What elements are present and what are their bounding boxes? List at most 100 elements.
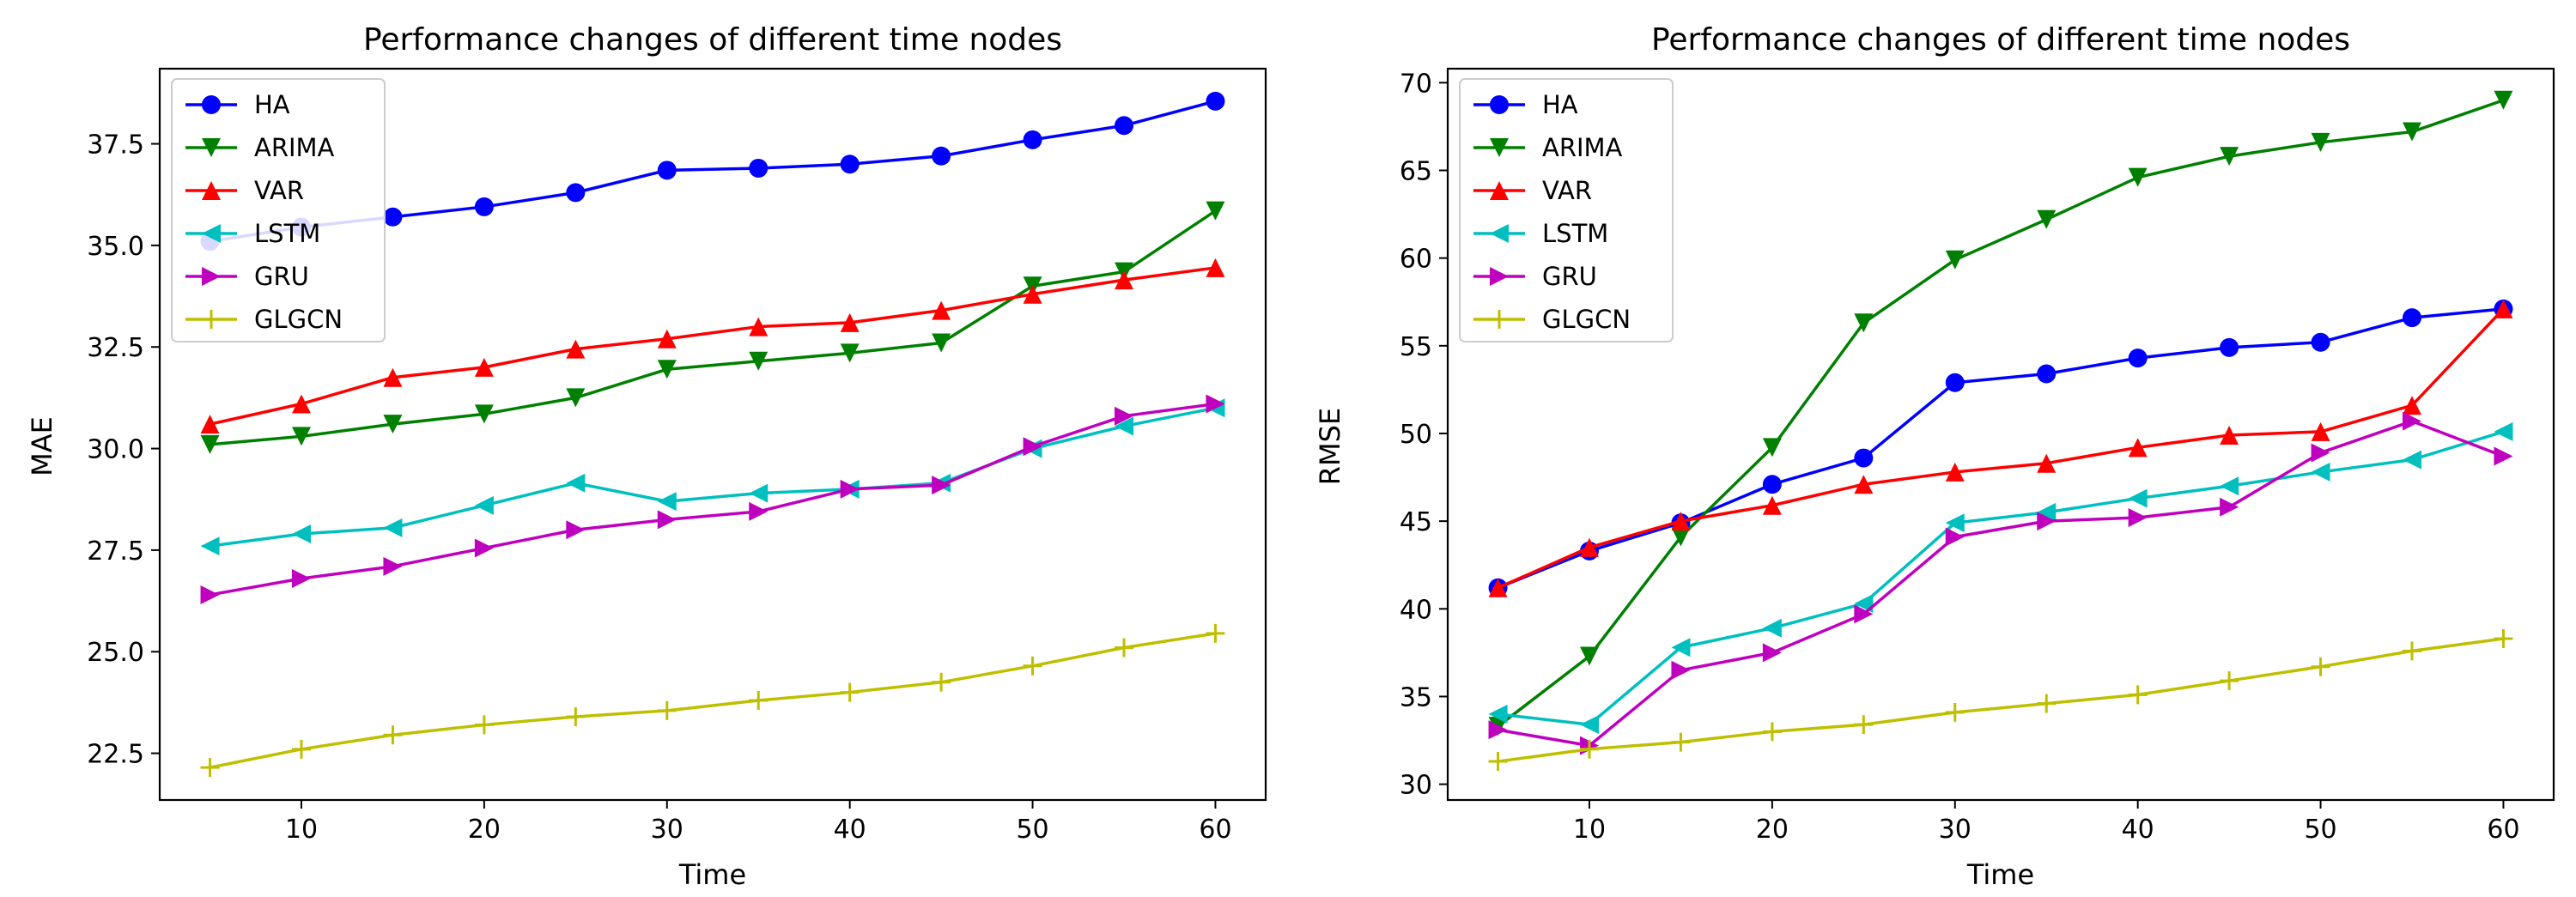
y-tick-label: 45 [1400, 507, 1432, 537]
legend-item-gru: GRU [185, 262, 309, 291]
data-point [749, 351, 769, 371]
x-tick-label: 30 [1939, 815, 1971, 845]
data-point [2403, 450, 2422, 470]
data-point [1854, 313, 1874, 333]
data-point [1945, 462, 1965, 482]
x-tick-label: 10 [285, 815, 318, 845]
data-point [1488, 720, 1508, 740]
legend-marker [1490, 310, 1509, 329]
data-point [840, 312, 860, 332]
x-axis-label: Time [678, 858, 746, 891]
data-point [1945, 373, 1965, 392]
data-point [657, 360, 677, 379]
data-point [1023, 656, 1042, 676]
data-point [1762, 438, 1782, 458]
series-layer [1488, 90, 2513, 772]
data-point [2403, 396, 2422, 415]
data-point [749, 483, 769, 503]
series-line [1498, 430, 2504, 726]
data-point [1488, 752, 1508, 772]
data-point [2494, 629, 2513, 649]
legend-marker [202, 138, 221, 157]
data-point [749, 501, 769, 521]
y-tick-label: 65 [1400, 157, 1432, 187]
legend-item-ha: HA [185, 90, 290, 119]
data-point [749, 691, 769, 711]
data-point [383, 556, 403, 576]
series-var [1488, 299, 2513, 597]
data-point [291, 524, 311, 543]
legend-marker [1490, 138, 1509, 157]
data-point [2128, 488, 2148, 508]
data-point [2311, 462, 2330, 482]
data-point [1671, 660, 1691, 680]
data-point [1854, 715, 1874, 735]
y-tick-label: 27.5 [87, 536, 144, 567]
data-point [2494, 421, 2513, 441]
series-line [210, 209, 1217, 446]
series-line [210, 632, 1216, 769]
data-point [200, 415, 220, 434]
data-point [291, 739, 311, 759]
y-axis-label: RMSE [1314, 408, 1346, 485]
data-point [1854, 475, 1874, 494]
data-point [383, 415, 403, 434]
data-point [2403, 411, 2422, 431]
series-arima [200, 201, 1225, 454]
data-point [2128, 438, 2148, 458]
data-point [1762, 722, 1782, 742]
data-point [2311, 132, 2330, 152]
legend-marker [202, 181, 221, 200]
legend-label: VAR [1542, 176, 1592, 205]
data-point [474, 715, 494, 735]
legend-label: GRU [1542, 262, 1597, 291]
legend-marker [1490, 224, 1509, 243]
data-point [657, 161, 677, 180]
data-point [2037, 364, 2057, 384]
legend-marker [1490, 95, 1509, 114]
legend-item-ha: HA [1473, 90, 1578, 119]
x-tick-label: 50 [2304, 815, 2336, 845]
legend-item-glgcn: GLGCN [1473, 305, 1631, 334]
data-point [200, 434, 220, 454]
chart-title: Performance changes of different time no… [363, 22, 1062, 58]
data-point [1762, 618, 1782, 638]
chart-title: Performance changes of different time no… [1651, 22, 2350, 58]
legend-marker [1490, 267, 1509, 286]
legend-marker [202, 95, 221, 114]
legend-item-arima: ARIMA [185, 133, 335, 162]
series-line [1498, 637, 2504, 763]
axis-ticks: 10 20 30 40 50 60 22.5 25.0 27.5 30.0 32.5 35.0 37.5 [87, 130, 1231, 845]
x-tick-label: 40 [2122, 815, 2154, 845]
data-point [2128, 685, 2148, 705]
legend-item-lstm: LSTM [185, 219, 320, 248]
x-tick-label: 60 [2487, 815, 2519, 845]
data-point [474, 197, 494, 216]
data-point [1671, 732, 1691, 752]
legend-item-var: VAR [185, 176, 304, 205]
data-point [1115, 116, 1134, 136]
data-point [1762, 475, 1782, 494]
legend-item-arima: ARIMA [1473, 133, 1623, 162]
data-point [2403, 308, 2422, 328]
legend-label: ARIMA [254, 133, 335, 162]
data-point [2220, 497, 2239, 517]
data-point [1762, 643, 1782, 663]
data-point [474, 404, 494, 424]
legend-label: LSTM [254, 219, 320, 248]
data-point [932, 333, 951, 353]
data-point [1115, 270, 1134, 290]
data-point [932, 672, 951, 692]
y-tick-label: 55 [1400, 332, 1432, 362]
data-point [2403, 641, 2422, 661]
data-point [840, 479, 860, 499]
data-point [2128, 167, 2148, 187]
y-tick-label: 35 [1400, 682, 1432, 712]
series-arima [1488, 90, 2513, 736]
data-point [1945, 513, 1965, 533]
data-point [749, 317, 769, 336]
data-point [2037, 502, 2057, 522]
y-tick-label: 50 [1400, 420, 1432, 450]
series-line [1497, 307, 2505, 590]
data-point [1579, 537, 1599, 557]
